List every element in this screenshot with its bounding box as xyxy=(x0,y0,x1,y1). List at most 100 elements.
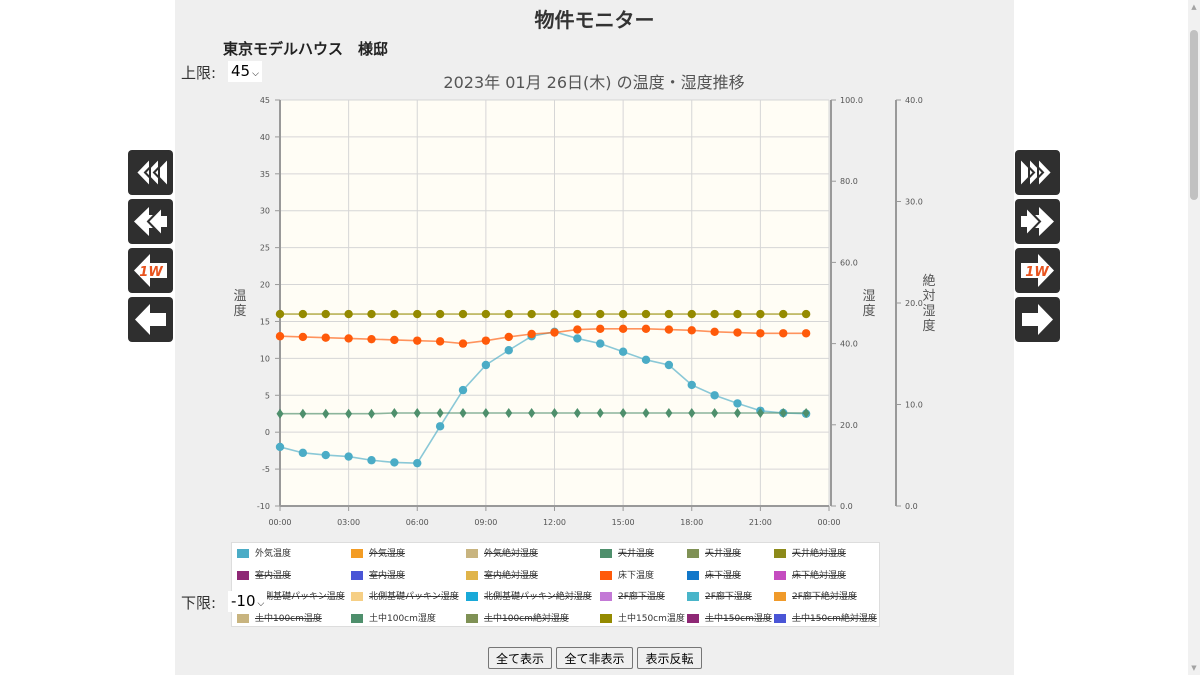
data-point[interactable] xyxy=(664,360,674,370)
data-point[interactable] xyxy=(801,309,811,319)
data-point[interactable] xyxy=(665,407,673,418)
data-point[interactable] xyxy=(596,324,605,334)
data-point[interactable] xyxy=(551,407,558,418)
data-point[interactable] xyxy=(436,407,444,418)
data-point[interactable] xyxy=(779,329,788,338)
data-point[interactable] xyxy=(413,458,422,468)
data-point[interactable] xyxy=(482,407,490,418)
data-point[interactable] xyxy=(596,339,605,348)
legend-item[interactable]: 床下温度 xyxy=(600,568,654,584)
data-point[interactable] xyxy=(435,309,445,319)
data-point[interactable] xyxy=(481,360,491,370)
data-point[interactable] xyxy=(687,309,696,319)
legend-item[interactable]: 天井温度 xyxy=(600,546,654,562)
data-point[interactable] xyxy=(664,309,674,319)
data-point[interactable] xyxy=(390,458,399,467)
data-point[interactable] xyxy=(527,329,536,339)
legend-item[interactable]: 2F廊下絶対湿度 xyxy=(774,589,857,605)
data-point[interactable] xyxy=(618,309,628,319)
prev-1w-button[interactable]: 1W xyxy=(128,248,173,293)
data-point[interactable] xyxy=(618,347,628,356)
data-point[interactable] xyxy=(687,326,696,335)
data-point[interactable] xyxy=(710,327,719,336)
legend-item[interactable]: 土中100cm温度 xyxy=(237,611,322,627)
data-point[interactable] xyxy=(298,309,308,319)
data-point[interactable] xyxy=(390,309,399,319)
legend-item[interactable]: 室内湿度 xyxy=(351,568,405,584)
prev-month-button[interactable] xyxy=(128,150,173,195)
data-point[interactable] xyxy=(367,456,376,465)
data-point[interactable] xyxy=(505,407,513,418)
data-point[interactable] xyxy=(801,329,811,338)
data-point[interactable] xyxy=(299,408,307,419)
data-point[interactable] xyxy=(756,309,765,319)
data-point[interactable] xyxy=(481,336,491,345)
data-point[interactable] xyxy=(458,385,468,395)
invert-display-button[interactable]: 表示反転 xyxy=(637,647,702,669)
data-point[interactable] xyxy=(573,334,582,343)
data-point[interactable] xyxy=(413,309,422,319)
scroll-thumb[interactable] xyxy=(1190,30,1198,200)
next-month-button[interactable] xyxy=(1015,150,1060,195)
data-point[interactable] xyxy=(481,309,491,319)
upper-limit-select[interactable]: 45 ⌵ xyxy=(228,61,262,82)
next-1w-button[interactable]: 1W xyxy=(1015,248,1060,293)
next-week-fast-button[interactable] xyxy=(1015,199,1060,244)
data-point[interactable] xyxy=(596,309,605,319)
data-point[interactable] xyxy=(367,334,376,344)
vertical-scrollbar[interactable]: ▲ ▼ xyxy=(1188,0,1200,675)
data-point[interactable] xyxy=(756,407,764,418)
legend-item[interactable]: 室内絶対湿度 xyxy=(466,568,538,584)
data-point[interactable] xyxy=(322,408,330,419)
legend-item[interactable]: 室内温度 xyxy=(237,568,291,584)
data-point[interactable] xyxy=(368,408,375,419)
data-point[interactable] xyxy=(504,309,513,319)
legend-item[interactable]: 天井絶対湿度 xyxy=(774,546,846,562)
legend-item[interactable]: 北側基礎パッキン絶対湿度 xyxy=(466,589,592,605)
data-point[interactable] xyxy=(504,346,513,355)
hide-all-button[interactable]: 全て非表示 xyxy=(556,647,633,669)
data-point[interactable] xyxy=(710,309,719,319)
data-point[interactable] xyxy=(573,325,582,334)
data-point[interactable] xyxy=(573,407,581,418)
legend-item[interactable]: 土中150cm絶対湿度 xyxy=(774,611,877,627)
data-point[interactable] xyxy=(504,332,513,342)
data-point[interactable] xyxy=(641,355,651,365)
data-point[interactable] xyxy=(413,336,422,345)
prev-day-button[interactable] xyxy=(128,297,173,342)
data-point[interactable] xyxy=(458,339,468,348)
data-point[interactable] xyxy=(275,332,285,341)
data-point[interactable] xyxy=(458,309,468,319)
data-point[interactable] xyxy=(321,333,330,342)
data-point[interactable] xyxy=(756,329,765,338)
legend-item[interactable]: 土中100cm絶対湿度 xyxy=(466,611,569,627)
data-point[interactable] xyxy=(298,448,308,458)
data-point[interactable] xyxy=(298,332,308,342)
data-point[interactable] xyxy=(527,309,536,319)
data-point[interactable] xyxy=(688,407,696,418)
data-point[interactable] xyxy=(528,407,536,418)
legend-item[interactable]: 土中100cm湿度 xyxy=(351,611,436,627)
lower-limit-select[interactable]: -10 ⌵ xyxy=(228,591,268,612)
data-point[interactable] xyxy=(459,407,467,418)
data-point[interactable] xyxy=(734,407,741,418)
data-point[interactable] xyxy=(344,309,353,319)
legend-item[interactable]: 外気湿度 xyxy=(351,546,405,562)
data-point[interactable] xyxy=(413,407,421,418)
data-point[interactable] xyxy=(321,450,330,460)
show-all-button[interactable]: 全て表示 xyxy=(488,647,552,669)
legend-item[interactable]: 外気温度 xyxy=(237,546,291,562)
data-point[interactable] xyxy=(687,380,696,390)
data-point[interactable] xyxy=(596,407,604,418)
data-point[interactable] xyxy=(802,407,810,418)
legend-item[interactable]: 北側基礎パッキン湿度 xyxy=(351,589,459,605)
data-point[interactable] xyxy=(275,442,285,452)
data-point[interactable] xyxy=(641,324,651,334)
data-point[interactable] xyxy=(642,407,650,418)
data-point[interactable] xyxy=(435,337,445,346)
data-point[interactable] xyxy=(344,334,353,343)
legend-item[interactable]: 土中150cm湿度 xyxy=(687,611,772,627)
data-point[interactable] xyxy=(733,328,742,337)
data-point[interactable] xyxy=(435,422,445,431)
data-point[interactable] xyxy=(710,391,719,400)
